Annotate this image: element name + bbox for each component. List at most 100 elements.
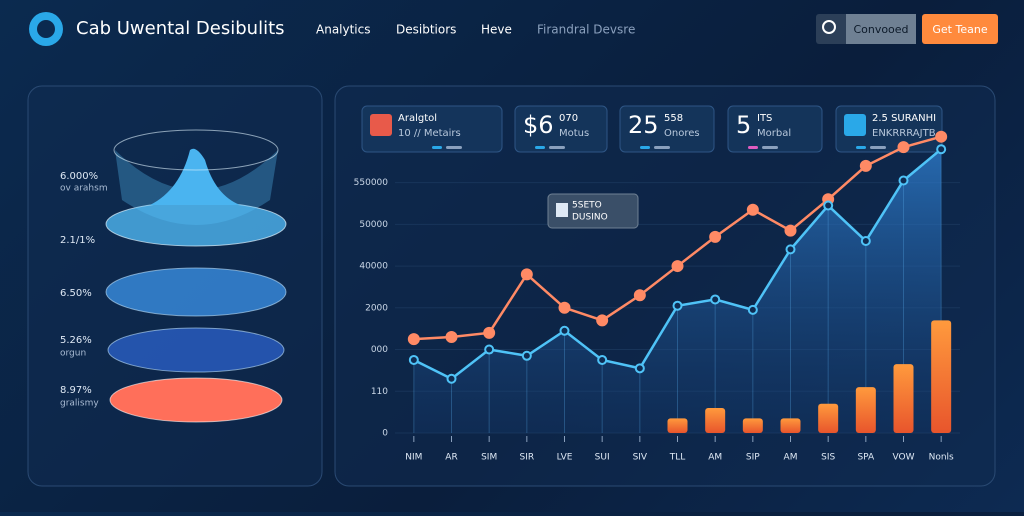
- kpi-title: 558: [664, 113, 683, 124]
- point: [672, 300, 683, 311]
- point: [935, 130, 948, 143]
- funnel-layer: [105, 267, 287, 317]
- x-tick-label: VOW: [893, 453, 915, 463]
- point: [484, 344, 495, 355]
- bar: [780, 418, 801, 433]
- point: [897, 141, 910, 154]
- kpi-value: 25: [628, 111, 659, 139]
- kpi-icon: [844, 114, 866, 136]
- cta-button[interactable]: [922, 14, 998, 44]
- y-tick-label: 2000: [365, 303, 388, 313]
- point: [747, 304, 758, 315]
- funnel-layer: [109, 377, 283, 423]
- point: [709, 230, 722, 243]
- funnel-rim: [113, 129, 279, 171]
- bar: [667, 418, 688, 433]
- kpi-indicator: [870, 146, 886, 149]
- kpi-indicator: [654, 146, 670, 149]
- kpi-row: Aralgtol 10 // Metairs $6 070 Motus 25 558 Onor…: [361, 105, 943, 153]
- kpi-sub: ENKRRRAJTB: [872, 128, 936, 139]
- funnel-label: orgun: [60, 349, 86, 359]
- bar: [893, 364, 914, 433]
- point: [823, 200, 834, 211]
- x-tick-label: TLL: [669, 453, 686, 463]
- nav-item[interactable]: Heve: [481, 23, 512, 37]
- kpi-card: [619, 105, 715, 153]
- bar: [855, 387, 876, 433]
- nav-item[interactable]: Firandral Devsre: [537, 23, 635, 37]
- point: [898, 175, 909, 186]
- point: [445, 331, 458, 344]
- y-tick-label: 50000: [359, 220, 388, 230]
- point: [710, 294, 721, 305]
- point: [671, 260, 684, 273]
- plot: 0 110 000 2000 40000 50000 550000 NIM AR SIM SIR LV…: [354, 130, 960, 463]
- x-tick-label: SPA: [857, 453, 875, 463]
- kpi-icon: [370, 114, 392, 136]
- kpi-sub: 10 // Metairs: [398, 128, 461, 139]
- y-tick-label: 0: [382, 429, 388, 439]
- nav-item[interactable]: Analytics: [316, 23, 371, 37]
- search-icon: [822, 20, 836, 34]
- point: [483, 326, 496, 339]
- point: [520, 268, 533, 281]
- bar: [931, 320, 952, 433]
- kpi-card: [514, 105, 608, 153]
- x-tick-label: SIV: [633, 453, 648, 463]
- search-button[interactable]: [846, 14, 916, 44]
- point: [634, 363, 645, 374]
- point: [633, 289, 646, 302]
- kpi-title: ITS: [757, 113, 772, 124]
- point: [785, 244, 796, 255]
- x-tick-label: AM: [708, 453, 722, 463]
- bar: [818, 403, 839, 433]
- kpi-card: [361, 105, 503, 153]
- tooltip-text: DUSINO: [572, 213, 608, 223]
- app-title: Cab Uwental Desibulits: [76, 18, 285, 39]
- funnel-label: 8.97%: [60, 385, 92, 396]
- point: [559, 325, 570, 336]
- x-tick-label: AM: [784, 453, 798, 463]
- point: [558, 301, 571, 314]
- point: [407, 333, 420, 346]
- x-tick-label: AR: [445, 453, 457, 463]
- kpi-indicator: [856, 146, 866, 149]
- point: [596, 314, 609, 327]
- search-button-label[interactable]: Convooed: [853, 23, 908, 36]
- funnel-label: ov arahsm: [60, 184, 108, 194]
- funnel-bowl: [115, 150, 278, 225]
- point: [936, 144, 947, 155]
- funnel-label: 2.1/1%: [60, 235, 95, 246]
- x-tick-label: SIS: [821, 453, 835, 463]
- cta-button-label[interactable]: Get Teane: [932, 23, 987, 36]
- point: [521, 350, 532, 361]
- kpi-title: Aralgtol: [398, 113, 437, 124]
- kpi-title: 070: [559, 113, 578, 124]
- kpi-indicator: [640, 146, 650, 149]
- tooltip-icon: [556, 203, 568, 217]
- logo-inner: [37, 20, 55, 38]
- kpi-sub: Motus: [559, 128, 589, 139]
- x-tick-label: SIM: [481, 453, 497, 463]
- kpi-value: $6: [523, 111, 554, 139]
- kpi-indicator: [535, 146, 545, 149]
- funnel-label: 6.000%: [60, 171, 98, 182]
- kpi-sub: Onores: [664, 128, 700, 139]
- y-tick-label: 000: [371, 345, 388, 355]
- x-tick-label: SIP: [746, 453, 760, 463]
- point: [597, 354, 608, 365]
- kpi-indicator: [762, 146, 778, 149]
- point: [860, 236, 871, 247]
- nav-item[interactable]: Desibtiors: [396, 23, 456, 37]
- funnel-peak: [150, 148, 240, 205]
- point: [859, 159, 872, 172]
- y-tick-label: 40000: [359, 262, 388, 272]
- kpi-card: [727, 105, 823, 153]
- point: [446, 373, 457, 384]
- kpi-indicator: [748, 146, 758, 149]
- point: [408, 354, 419, 365]
- kpi-indicator: [432, 146, 442, 149]
- y-tick-label: 550000: [354, 178, 389, 188]
